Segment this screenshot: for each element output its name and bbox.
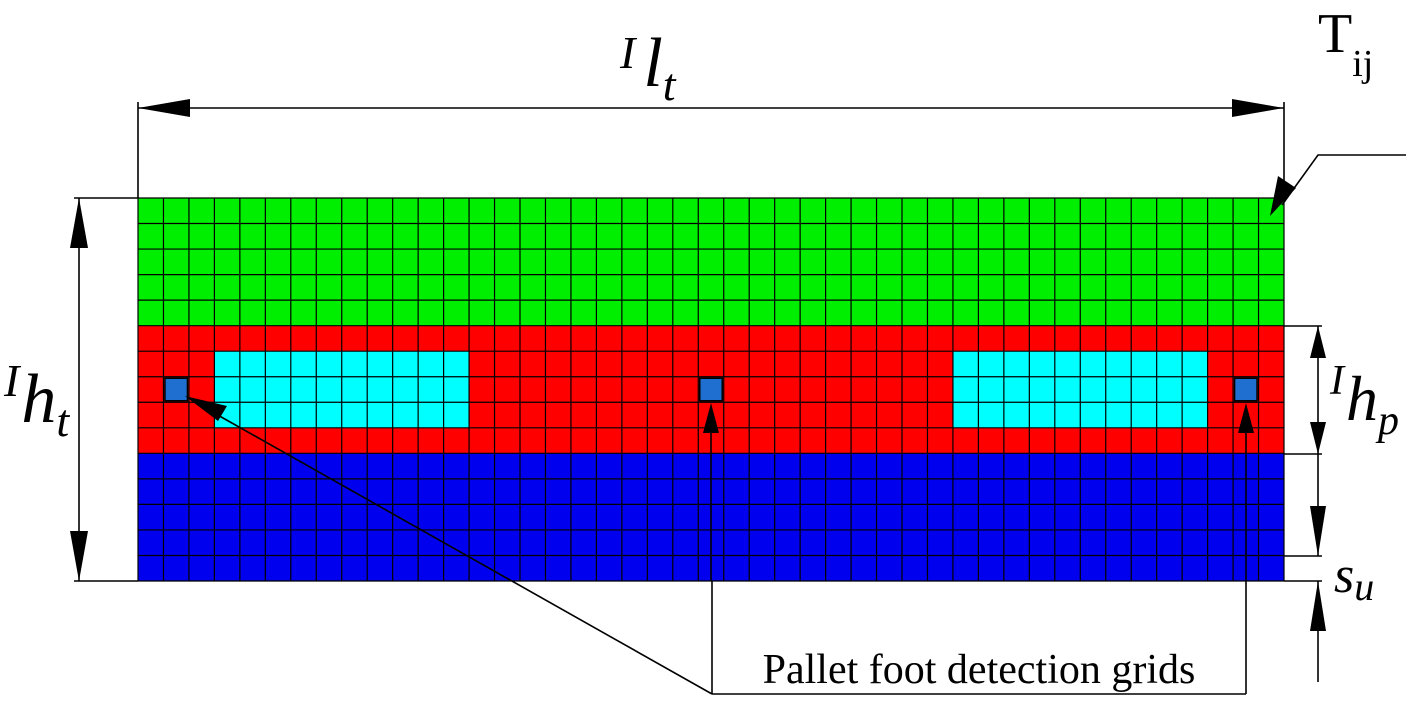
foot-cell-left bbox=[164, 377, 189, 402]
tij-arrow bbox=[1270, 176, 1296, 216]
band-top bbox=[138, 198, 1284, 326]
right-foot-arrow bbox=[1238, 403, 1254, 433]
lt-arrow-right bbox=[1232, 99, 1284, 117]
lt-arrow-left bbox=[138, 99, 190, 117]
lt-subscript: t bbox=[663, 59, 677, 110]
ht-label: Iht bbox=[3, 355, 70, 446]
tij-subscript: ij bbox=[1352, 43, 1373, 85]
ht-superscript: I bbox=[3, 355, 22, 406]
hp-superscript: I bbox=[1329, 358, 1346, 404]
foot-cell-right bbox=[1233, 377, 1258, 402]
caption-text: Pallet foot detection grids bbox=[763, 647, 1196, 693]
caption-mask bbox=[713, 645, 1245, 693]
su-main: s bbox=[1334, 547, 1354, 604]
hp-subscript: p bbox=[1375, 398, 1399, 444]
tij-leader-line bbox=[1281, 154, 1406, 206]
ht-arrow-bottom bbox=[70, 531, 88, 581]
su-arrow-down bbox=[1310, 506, 1326, 556]
tij-label: Tij bbox=[1318, 3, 1373, 85]
hp-label: Ihp bbox=[1329, 358, 1399, 444]
su-subscript: u bbox=[1354, 564, 1374, 609]
ht-subscript: t bbox=[56, 395, 70, 446]
left-foot-arrow bbox=[185, 396, 227, 421]
lt-main: l bbox=[643, 25, 662, 102]
foot-cell-center bbox=[699, 377, 723, 402]
center-foot-arrow bbox=[703, 403, 719, 433]
su-arrow-up bbox=[1310, 581, 1326, 631]
lt-superscript: I bbox=[619, 27, 638, 78]
hp-main: h bbox=[1346, 363, 1378, 434]
tij-main: T bbox=[1318, 3, 1352, 65]
hp-arrow-top bbox=[1310, 326, 1326, 358]
arrowheads bbox=[70, 99, 1326, 631]
su-label: su bbox=[1334, 547, 1374, 609]
ht-main: h bbox=[21, 361, 56, 438]
hp-arrow-bottom bbox=[1310, 422, 1326, 454]
ht-arrow-top bbox=[70, 198, 88, 248]
left-foot-leader-line bbox=[199, 404, 713, 695]
